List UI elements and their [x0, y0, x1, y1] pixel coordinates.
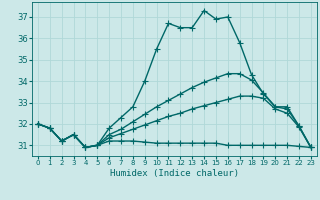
X-axis label: Humidex (Indice chaleur): Humidex (Indice chaleur)	[110, 169, 239, 178]
